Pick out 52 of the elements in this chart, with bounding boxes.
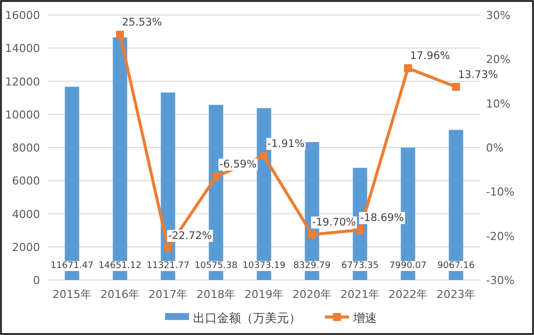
point xyxy=(116,30,124,39)
x-tick-label: 2017年 xyxy=(148,288,188,301)
y2-tick-label: 20% xyxy=(486,53,510,66)
x-tick-label: 2019年 xyxy=(244,288,284,301)
y-tick-label: 0 xyxy=(33,274,40,287)
y-tick-label: 4000 xyxy=(12,208,40,221)
point xyxy=(164,244,172,252)
data-label: 8329.79 xyxy=(293,261,331,271)
y-tick-label: 10000 xyxy=(5,108,40,122)
x-tick-label: 2023年 xyxy=(436,288,476,301)
legend-label: 出口金额（万美元） xyxy=(193,311,301,325)
point xyxy=(404,64,412,72)
point xyxy=(308,230,316,239)
data-label: 11671.47 xyxy=(50,261,94,271)
data-label: 14651.12 xyxy=(98,261,142,271)
point xyxy=(356,226,364,234)
data-label: 10373.19 xyxy=(242,261,286,271)
y2-tick-label: -30% xyxy=(486,274,514,287)
data-label: -1.91% xyxy=(267,138,305,150)
data-label: 11321.77 xyxy=(146,261,190,271)
y-tick-label: 12000 xyxy=(5,75,40,88)
data-label: -19.70% xyxy=(312,216,356,229)
legend-label: 增速 xyxy=(352,311,377,325)
data-label: 6773.35 xyxy=(341,261,379,271)
data-label: 10575.38 xyxy=(194,261,238,271)
data-label: 25.53% xyxy=(122,16,162,29)
data-label: 17.96% xyxy=(410,50,450,62)
y-tick-label: 6000 xyxy=(12,174,40,188)
data-label: 7990.07 xyxy=(389,261,427,271)
data-label: 9067.16 xyxy=(437,261,475,271)
y-tick-label: 2000 xyxy=(12,240,40,254)
x-tick-label: 2016年 xyxy=(100,288,140,301)
y2-tick-label: 10% xyxy=(486,97,510,110)
y2-tick-label: -20% xyxy=(486,230,514,243)
y2-tick-label: -10% xyxy=(486,186,514,199)
point xyxy=(452,82,460,91)
y-tick-label: 16000 xyxy=(5,9,40,22)
x-tick-label: 2021年 xyxy=(340,288,380,301)
point xyxy=(212,172,220,181)
x-tick-label: 2015年 xyxy=(52,288,92,301)
y-tick-label: 8000 xyxy=(12,142,40,154)
y2-tick-label: 0% xyxy=(486,142,504,154)
data-label: 13.73% xyxy=(458,68,498,81)
data-label: -6.59% xyxy=(219,158,257,171)
point xyxy=(260,152,268,160)
data-label: -18.69% xyxy=(360,212,404,224)
data-label: -22.72% xyxy=(168,230,212,242)
x-tick-label: 2022年 xyxy=(388,288,428,301)
y2-tick-label: 30% xyxy=(486,9,510,22)
y-tick-label: 14000 xyxy=(5,42,40,56)
x-tick-label: 2020年 xyxy=(292,288,332,301)
x-tick-label: 2018年 xyxy=(196,288,236,301)
